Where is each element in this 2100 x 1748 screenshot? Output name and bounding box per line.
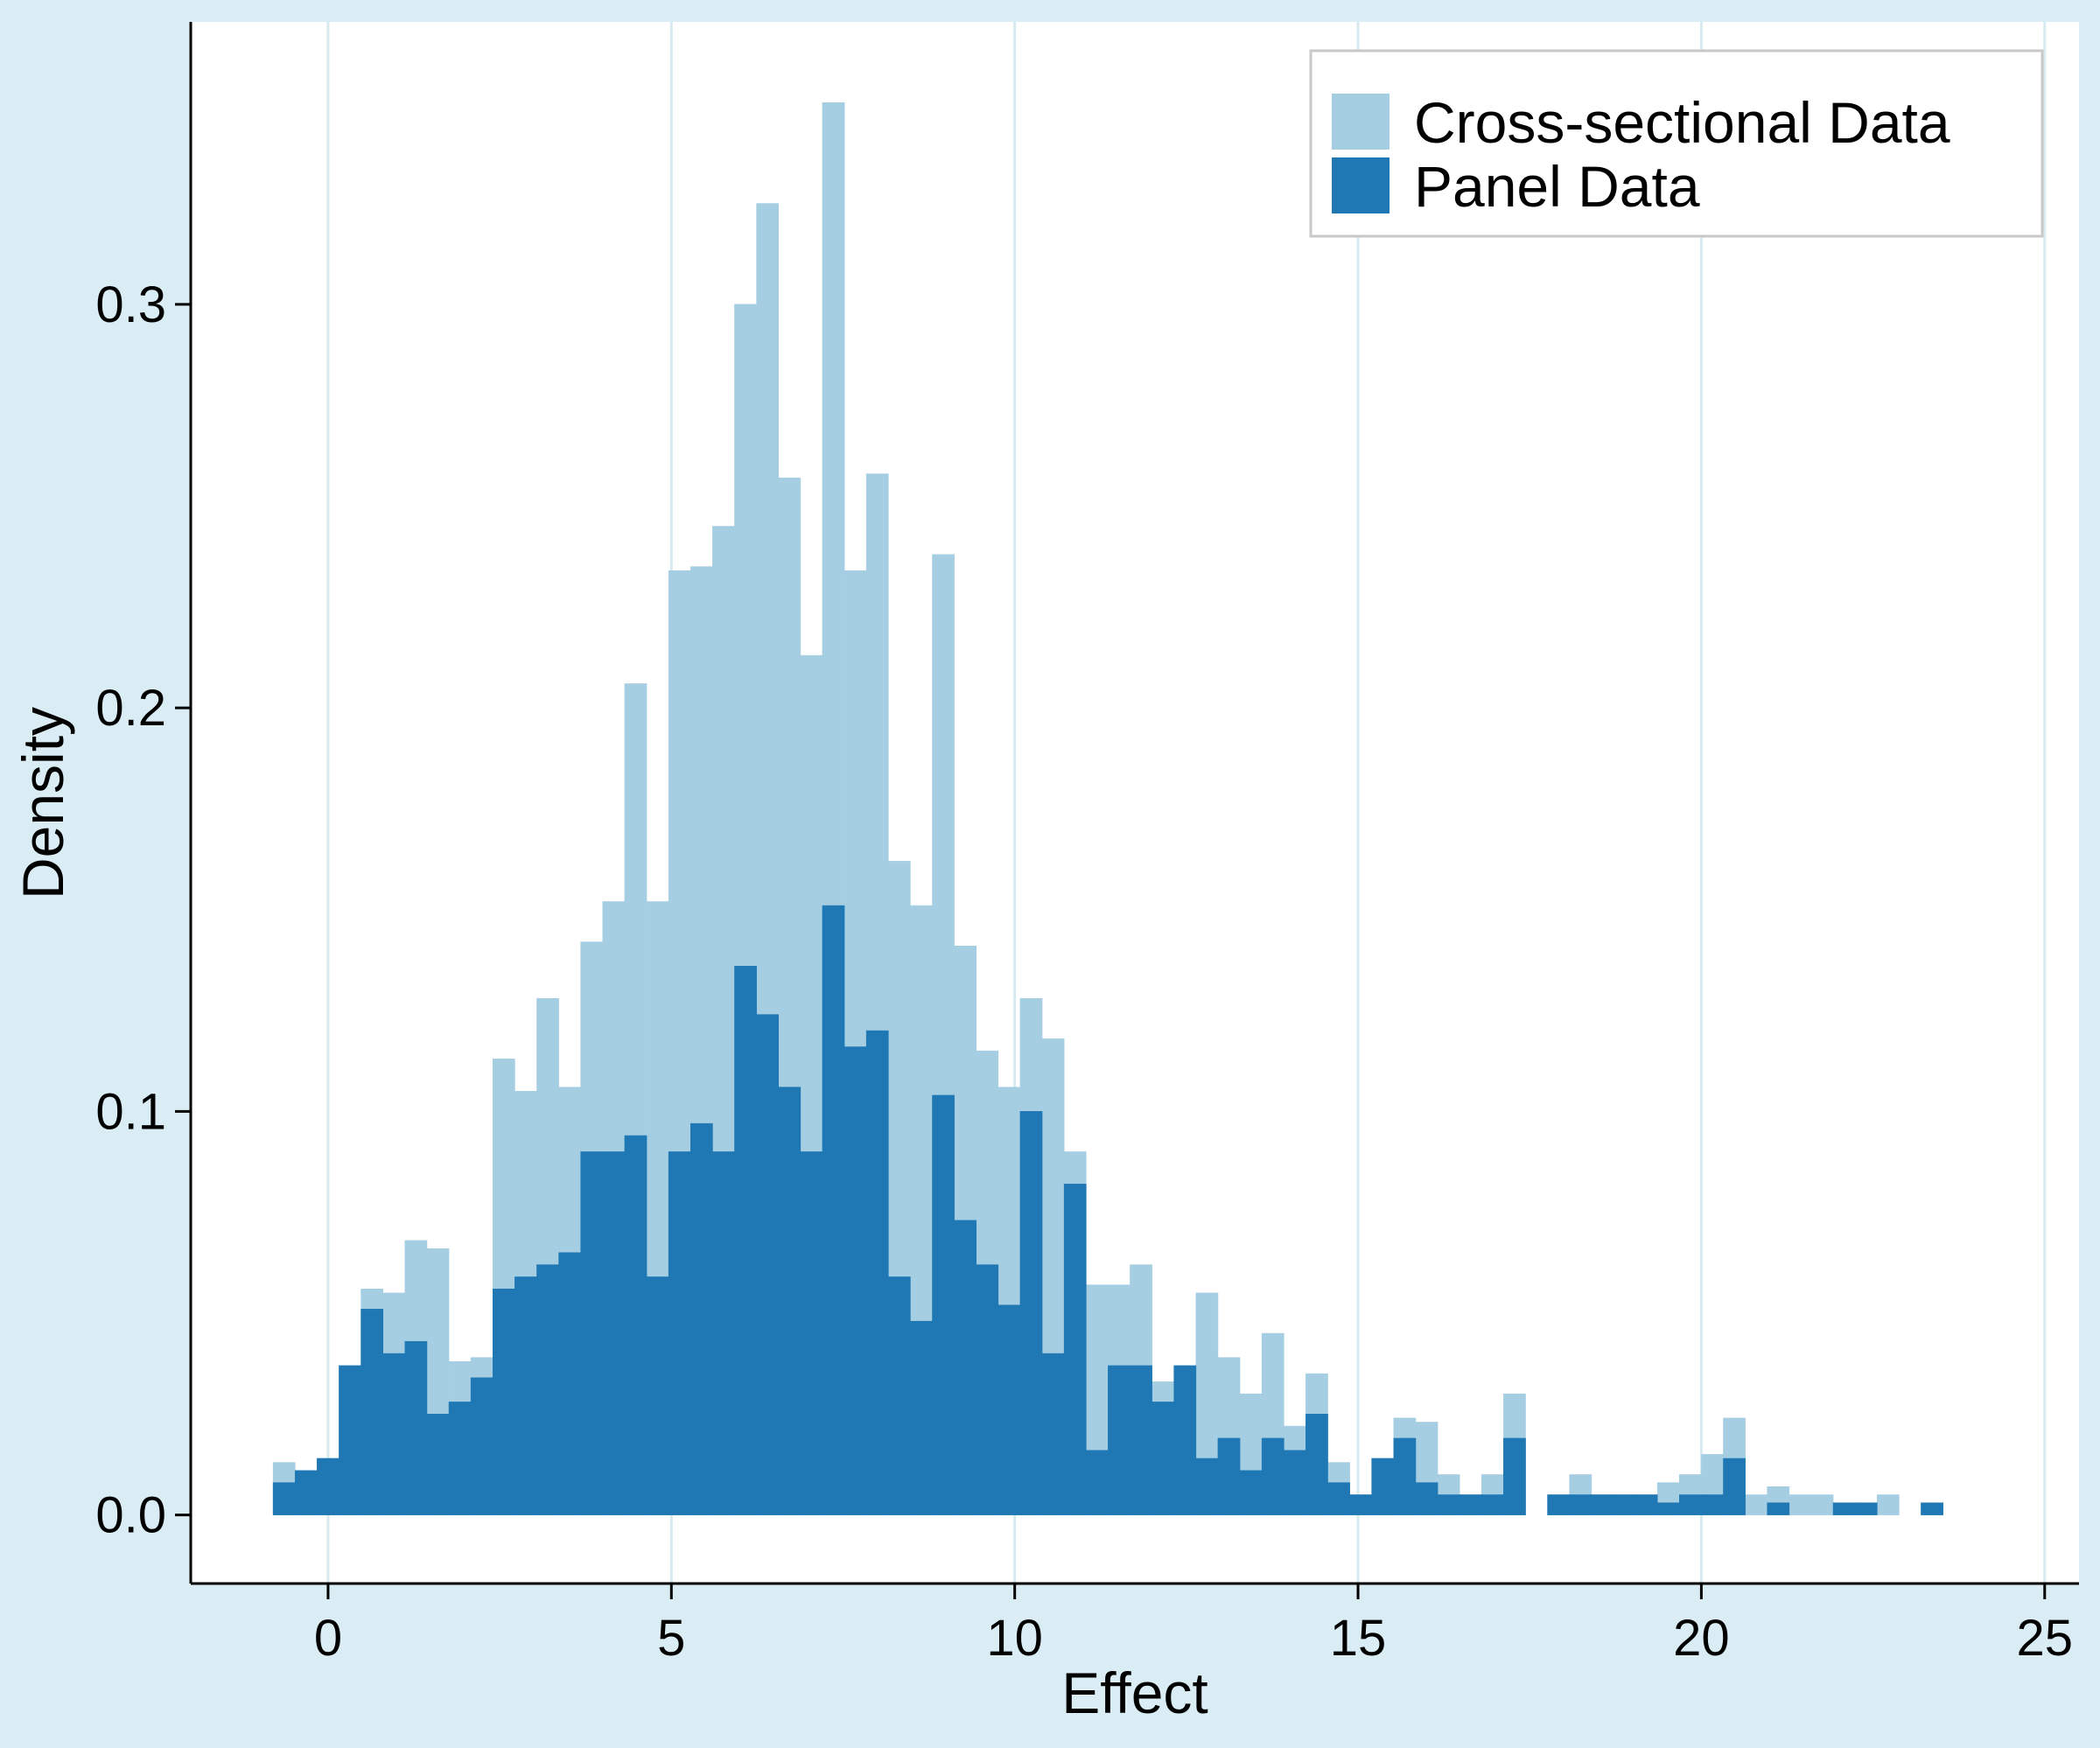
panel-bar-44 [1239, 1470, 1263, 1515]
panel-bar-62 [1634, 1494, 1658, 1515]
panel-bars [272, 905, 1943, 1515]
panel-bar-50 [1371, 1458, 1395, 1515]
panel-bar-11 [514, 1276, 537, 1515]
panel-bar-8 [448, 1402, 472, 1515]
panel-bar-42 [1195, 1458, 1219, 1515]
legend-label-panel: Panel Data [1414, 154, 1700, 219]
panel-bar-66 [1723, 1458, 1746, 1515]
panel-bar-12 [536, 1264, 559, 1515]
panel-bar-24 [800, 1151, 823, 1515]
panel-bar-60 [1591, 1494, 1614, 1515]
panel-bar-5 [382, 1353, 406, 1515]
y-axis-label: Density [10, 707, 75, 899]
panel-bar-10 [492, 1288, 515, 1515]
panel-bar-7 [426, 1413, 450, 1515]
panel-bar-45 [1261, 1437, 1284, 1515]
panel-bar-25 [822, 905, 845, 1515]
x-axis-ticks: 0 5 10 15 20 25 [314, 1584, 2073, 1667]
panel-bar-52 [1415, 1482, 1438, 1515]
cross-sectional-bar-70 [1810, 1494, 1834, 1515]
panel-bar-13 [558, 1252, 582, 1515]
panel-bar-19 [690, 1122, 713, 1515]
y-tick-label-0: 0.0 [95, 1487, 166, 1544]
panel-bar-20 [712, 1151, 735, 1515]
panel-bar-37 [1085, 1450, 1109, 1515]
panel-bar-59 [1569, 1494, 1592, 1515]
panel-bar-63 [1656, 1502, 1680, 1515]
panel-bar-2 [317, 1458, 340, 1515]
x-tick-label-0: 0 [314, 1610, 342, 1667]
legend-swatch-cross-sectional [1332, 94, 1390, 150]
panel-bar-75 [1921, 1502, 1943, 1515]
x-tick-label-5: 25 [2017, 1610, 2074, 1667]
panel-bar-53 [1437, 1494, 1460, 1515]
panel-bar-49 [1349, 1494, 1373, 1515]
panel-bar-9 [470, 1377, 494, 1515]
legend-box [1309, 49, 2044, 238]
panel-bar-32 [976, 1264, 999, 1515]
panel-bar-43 [1217, 1437, 1241, 1515]
y-tick-label-3: 0.3 [95, 276, 166, 333]
panel-bar-14 [580, 1151, 604, 1515]
panel-bar-47 [1306, 1413, 1328, 1515]
panel-bar-34 [1019, 1111, 1043, 1515]
panel-bar-22 [756, 1014, 780, 1515]
panel-bar-68 [1767, 1502, 1790, 1515]
panel-bar-38 [1108, 1365, 1130, 1515]
panel-bar-39 [1130, 1365, 1152, 1515]
panel-bar-0 [272, 1482, 296, 1515]
panel-bar-26 [844, 1046, 867, 1515]
panel-bar-40 [1152, 1402, 1175, 1515]
panel-bar-3 [339, 1365, 361, 1515]
y-tick-label-1: 0.1 [95, 1083, 166, 1140]
panel-bar-58 [1547, 1494, 1571, 1515]
legend-swatch-panel [1332, 157, 1390, 213]
panel-bar-23 [778, 1087, 802, 1515]
panel-bar-64 [1678, 1494, 1702, 1515]
x-tick-label-4: 20 [1673, 1610, 1730, 1667]
x-tick-label-3: 15 [1330, 1610, 1387, 1667]
panel-bar-56 [1503, 1437, 1526, 1515]
y-axis-ticks: 0.0 0.1 0.2 0.3 [95, 276, 191, 1544]
cross-sectional-bar-73 [1876, 1494, 1900, 1515]
cross-sectional-bar-67 [1745, 1494, 1768, 1515]
panel-bar-16 [624, 1135, 648, 1515]
panel-bar-21 [734, 966, 757, 1515]
panel-bar-1 [294, 1470, 318, 1515]
panel-bar-29 [910, 1320, 933, 1515]
legend-label-cross-sectional: Cross-sectional Data [1414, 90, 1950, 155]
panel-bar-4 [360, 1309, 384, 1515]
panel-bar-17 [646, 1276, 669, 1515]
y-tick-label-2: 0.2 [95, 680, 166, 737]
panel-bar-6 [404, 1340, 428, 1515]
panel-bar-72 [1854, 1502, 1878, 1515]
panel-bar-51 [1393, 1437, 1417, 1515]
panel-bar-71 [1832, 1502, 1856, 1515]
panel-bar-36 [1063, 1184, 1087, 1515]
panel-bar-54 [1459, 1494, 1482, 1515]
x-tick-label-1: 5 [657, 1610, 685, 1667]
panel-bar-55 [1480, 1494, 1504, 1515]
panel-bar-61 [1613, 1494, 1636, 1515]
panel-bar-35 [1041, 1353, 1065, 1515]
x-axis-label: Effect [1061, 1661, 1208, 1725]
panel-bar-46 [1283, 1450, 1306, 1515]
panel-bar-41 [1173, 1365, 1197, 1515]
legend: Cross-sectional Data Panel Data [1309, 49, 2044, 238]
panel-bar-65 [1701, 1494, 1724, 1515]
panel-bar-18 [668, 1151, 691, 1515]
panel-bar-27 [865, 1030, 889, 1515]
panel-bar-33 [998, 1304, 1021, 1515]
panel-bar-31 [954, 1220, 977, 1515]
panel-bar-15 [602, 1151, 626, 1515]
panel-bar-48 [1327, 1482, 1350, 1515]
panel-bar-30 [932, 1094, 955, 1515]
panel-bar-28 [887, 1276, 911, 1515]
x-tick-label-2: 10 [986, 1610, 1043, 1667]
cross-sectional-bar-69 [1788, 1494, 1812, 1515]
